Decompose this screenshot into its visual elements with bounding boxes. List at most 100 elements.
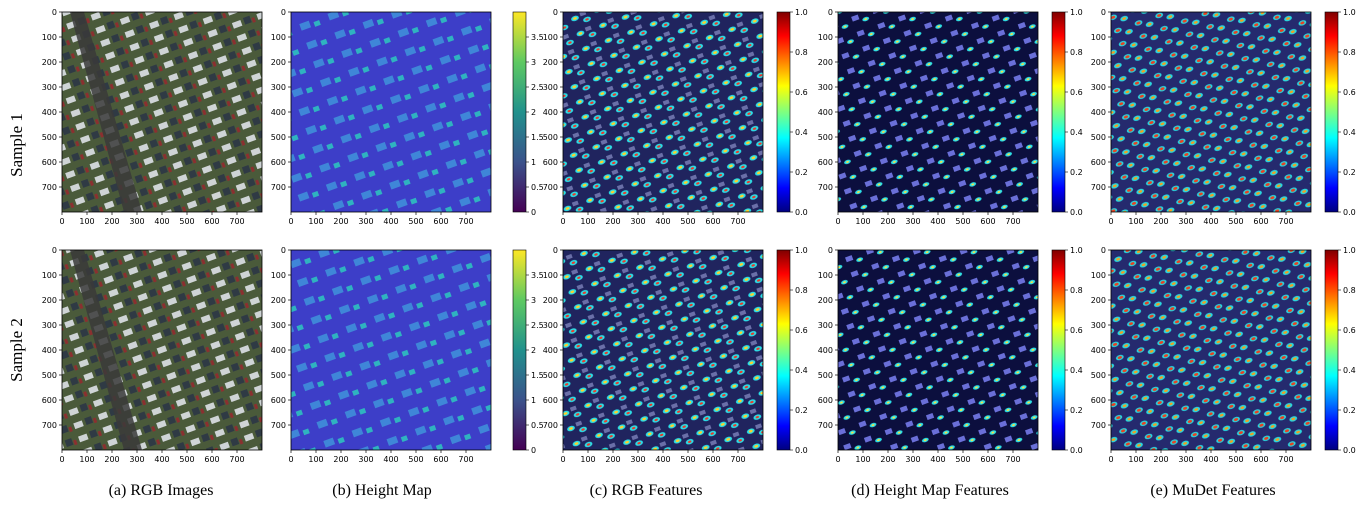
height-colorbar	[512, 249, 527, 451]
y-tick-label: 300	[1091, 83, 1106, 92]
colorbar-tick-label: 0.2	[795, 168, 808, 177]
x-tick-label: 200	[333, 217, 348, 226]
x-tick-label: 700	[458, 455, 473, 464]
panel-height-map-features-row-2: 0 100 200 300 400 500 600 700 0 100 200 300 400 500 60…	[818, 246, 1083, 464]
y-tick-label: 100	[543, 271, 558, 280]
x-tick-label: 0	[1108, 455, 1113, 464]
colorbar-tick-label: 0.4	[795, 128, 808, 137]
colorbar-tick-label: 0.2	[1343, 168, 1356, 177]
y-tick-label: 300	[42, 83, 57, 92]
y-tick-label: 700	[271, 183, 286, 192]
colorbar-tick-label: 0.2	[795, 406, 808, 415]
x-tick-label: 400	[1203, 455, 1218, 464]
feature-colorbar	[1051, 249, 1066, 451]
colorbar-tick-label: 0.5	[531, 421, 544, 430]
y-tick-label: 100	[1091, 271, 1106, 280]
panel-height-map-row-2: 0 100 200 300 400 500 600 700 0 100 200 300 400 500 60…	[271, 246, 544, 464]
colorbar-tick-label: 0.8	[1343, 286, 1356, 295]
colorbar-tick-label: 0.8	[795, 286, 808, 295]
x-tick-label: 600	[980, 217, 995, 226]
height-map-features-image	[838, 12, 1038, 212]
panel-mudet-features-row-1: 0 100 200 300 400 500 600 700 0 100 200 300 400 500 60…	[1091, 8, 1356, 226]
y-tick-label: 600	[818, 158, 833, 167]
x-tick-label: 300	[358, 217, 373, 226]
y-tick-label: 200	[42, 58, 57, 67]
colorbar-tick-label: 1	[531, 396, 536, 405]
x-tick-label: 400	[655, 217, 670, 226]
x-tick-label: 100	[79, 217, 94, 226]
x-tick-label: 200	[880, 217, 895, 226]
x-tick-label: 0	[59, 217, 64, 226]
y-tick-label: 0	[553, 246, 558, 255]
y-tick-label: 300	[271, 321, 286, 330]
x-tick-label: 700	[1005, 217, 1020, 226]
colorbar-tick-label: 0.8	[1070, 286, 1083, 295]
y-tick-label: 300	[1091, 321, 1106, 330]
road-band	[70, 12, 142, 212]
colorbar-tick-label: 0.0	[795, 208, 808, 217]
x-tick-label: 400	[383, 455, 398, 464]
y-tick-label: 400	[271, 346, 286, 355]
colorbar-tick-label: 0.6	[795, 326, 808, 335]
colorbar-tick-label: 3	[531, 296, 536, 305]
y-tick-label: 600	[1091, 158, 1106, 167]
x-tick-label: 200	[333, 455, 348, 464]
x-tick-label: 200	[605, 455, 620, 464]
y-tick-label: 500	[1091, 133, 1106, 142]
y-tick-label: 400	[271, 108, 286, 117]
y-tick-label: 200	[271, 58, 286, 67]
y-tick-label: 0	[281, 8, 286, 17]
x-tick-label: 600	[204, 217, 219, 226]
colorbar-tick-label: 0.2	[1070, 406, 1083, 415]
y-tick-label: 500	[543, 371, 558, 380]
feature-colorbar	[776, 11, 791, 213]
y-tick-label: 100	[818, 33, 833, 42]
mudet-features-image	[1111, 12, 1311, 212]
x-tick-label: 0	[288, 455, 293, 464]
y-tick-label: 400	[42, 108, 57, 117]
caption-c: (c) RGB Features	[589, 482, 703, 499]
colorbar-tick-label: 3.5	[531, 271, 544, 280]
x-tick-label: 500	[955, 455, 970, 464]
colorbar-tick-label: 2	[531, 108, 536, 117]
x-tick-label: 300	[630, 217, 645, 226]
y-tick-label: 0	[52, 8, 57, 17]
colorbar-tick-label: 0	[531, 208, 536, 217]
y-tick-label: 200	[1091, 58, 1106, 67]
colorbar-tick-label: 0.6	[1070, 88, 1083, 97]
y-tick-label: 700	[271, 421, 286, 430]
y-tick-label: 500	[271, 133, 286, 142]
x-tick-label: 200	[1153, 455, 1168, 464]
x-tick-label: 200	[104, 217, 119, 226]
x-tick-label: 300	[905, 217, 920, 226]
y-tick-label: 200	[818, 58, 833, 67]
y-tick-label: 100	[1091, 33, 1106, 42]
y-tick-label: 300	[271, 83, 286, 92]
y-tick-label: 700	[818, 183, 833, 192]
colorbar-tick-label: 0.4	[795, 366, 808, 375]
rgb-features-image	[563, 12, 763, 212]
x-tick-label: 300	[905, 455, 920, 464]
panel-rgb-image-row-1: 0 100 200 300 400 500 600 700 0 100 200 300 400 500 60…	[42, 8, 263, 226]
y-tick-label: 700	[543, 183, 558, 192]
y-tick-label: 100	[818, 271, 833, 280]
y-tick-label: 600	[543, 396, 558, 405]
y-tick-label: 300	[42, 321, 57, 330]
feature-colorbar	[1324, 11, 1339, 213]
y-tick-label: 500	[42, 133, 57, 142]
y-tick-label: 400	[1091, 346, 1106, 355]
colorbar-tick-label: 3.5	[531, 33, 544, 42]
colorbar-tick-label: 0.4	[1343, 366, 1356, 375]
x-tick-label: 300	[129, 455, 144, 464]
colorbar-tick-label: 0.8	[1070, 48, 1083, 57]
y-tick-label: 200	[42, 296, 57, 305]
x-tick-label: 400	[154, 217, 169, 226]
x-tick-label: 400	[383, 217, 398, 226]
y-tick-label: 200	[818, 296, 833, 305]
y-tick-label: 600	[543, 158, 558, 167]
colorbar-tick-label: 1.0	[1343, 8, 1356, 17]
colorbar-tick-label: 1.0	[1070, 246, 1083, 255]
colorbar-tick-label: 0.4	[1070, 128, 1083, 137]
x-tick-label: 700	[1278, 217, 1293, 226]
y-tick-label: 100	[42, 33, 57, 42]
